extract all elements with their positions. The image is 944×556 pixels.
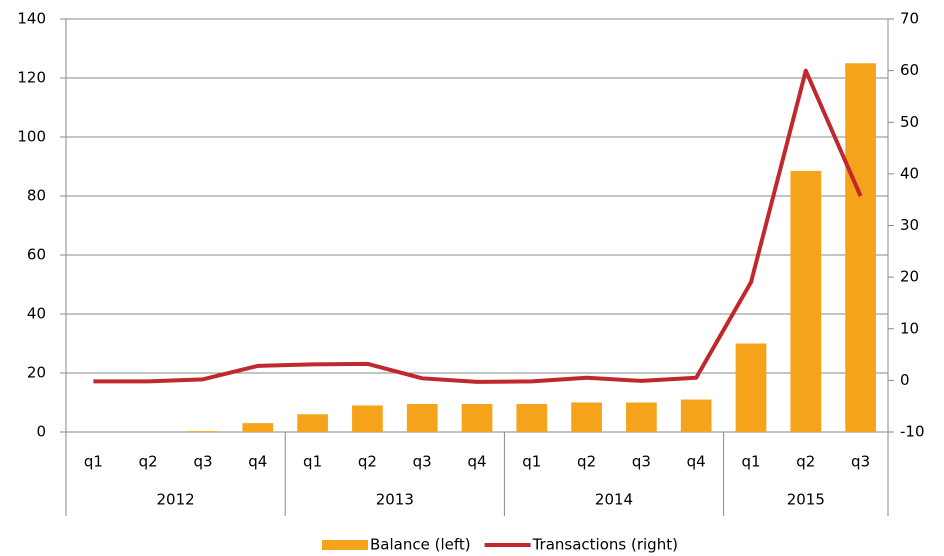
x-tick-label: q2 [358, 453, 377, 471]
y2-tick-label: 70 [900, 10, 919, 28]
x-tick-label: q4 [248, 453, 267, 471]
x-tick-label: q1 [741, 453, 760, 471]
x-tick-label: q2 [577, 453, 596, 471]
x-tick-label: q2 [139, 453, 158, 471]
x-tick-label: q1 [522, 453, 541, 471]
group-label: 2015 [787, 491, 825, 509]
line [93, 68, 863, 384]
y2-tick-label: 60 [900, 61, 919, 79]
y2-tick-label: 40 [900, 164, 919, 182]
bar [735, 343, 767, 432]
x-tick-label: q2 [796, 453, 815, 471]
y2-tick-label: 50 [900, 113, 919, 131]
x-tick-label: q3 [632, 453, 651, 471]
legend-label: Transactions (right) [532, 536, 678, 554]
group-label: 2012 [157, 491, 195, 509]
y-tick-label: 0 [36, 423, 46, 441]
y2-tick-label: -10 [900, 423, 925, 441]
y-tick-label: 100 [17, 128, 46, 146]
bar [626, 402, 657, 432]
y-tick-label: 140 [17, 10, 46, 28]
x-tick-label: q3 [413, 453, 432, 471]
y-tick-label: 120 [17, 69, 46, 87]
bar [516, 403, 548, 432]
bar [242, 423, 274, 432]
legend-label: Balance (left) [370, 536, 471, 554]
x-tick-label: q4 [687, 453, 706, 471]
y2-tick-label: 10 [900, 319, 919, 337]
bar [845, 63, 876, 432]
bar [406, 403, 438, 432]
x-tick-label: q1 [303, 453, 322, 471]
bar [352, 405, 383, 432]
y2-tick-label: 0 [900, 371, 910, 389]
bar [680, 399, 712, 432]
group-label: 2014 [595, 491, 633, 509]
group-label: 2013 [376, 491, 414, 509]
bar [461, 403, 493, 432]
x-tick-label: q4 [467, 453, 486, 471]
y-tick-label: 40 [27, 305, 46, 323]
bar [187, 431, 219, 432]
bar [790, 170, 822, 433]
y-tick-label: 80 [27, 187, 46, 205]
y-tick-label: 60 [27, 246, 46, 264]
legend-swatch [322, 540, 368, 550]
y-tick-label: 20 [27, 364, 46, 382]
x-tick-label: q1 [84, 453, 103, 471]
bar [297, 414, 328, 432]
y2-tick-label: 30 [900, 216, 919, 234]
x-tick-label: q3 [851, 453, 870, 471]
bar [571, 402, 602, 432]
x-tick-label: q3 [193, 453, 212, 471]
y2-tick-label: 20 [900, 268, 919, 286]
